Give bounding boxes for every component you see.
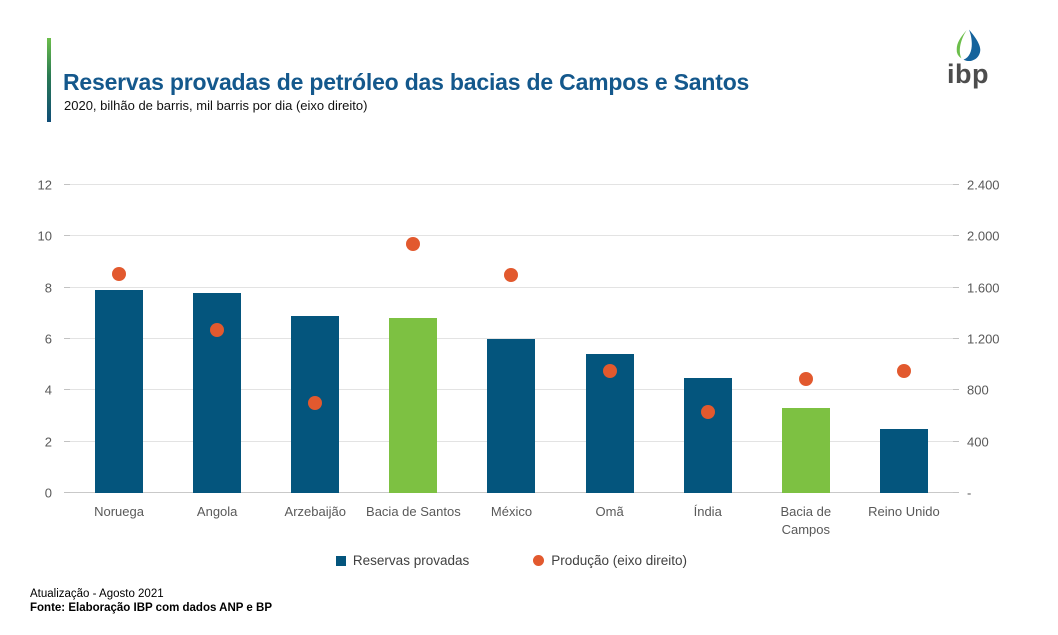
legend-circle-marker: [533, 555, 545, 566]
y-axis-tick-label-right: 2.400: [967, 177, 1000, 193]
production-dot: [308, 396, 323, 411]
x-axis-labels: Noruega Angola Arzebaijão Bacia de Santos Mé…: [70, 503, 953, 543]
category-slot: [364, 185, 462, 493]
production-dot: [210, 323, 225, 338]
legend-item-producao: Produção (eixo direito): [533, 553, 687, 568]
chart-title: Reservas provadas de petróleo das bacias…: [63, 69, 750, 96]
reserves-bar: [487, 339, 536, 493]
production-dot: [896, 364, 911, 379]
category-slot: [70, 185, 168, 493]
y-axis-tick-label-left: 6: [44, 331, 52, 347]
production-dot: [602, 364, 617, 379]
axis-tick-right: [953, 389, 959, 391]
x-axis-category-label: México: [490, 504, 533, 519]
y-axis-tick-label-right: 800: [967, 382, 989, 398]
y-axis-tick-label-left: 0: [44, 485, 52, 501]
y-axis-tick-label-right: -: [967, 485, 972, 501]
axis-tick-left: [64, 286, 70, 288]
axis-tick-left: [64, 184, 70, 185]
legend-square-marker: [335, 555, 346, 566]
reserves-bar: [879, 428, 928, 493]
legend-item-reservas: Reservas provadas: [335, 553, 470, 568]
reserves-bar: [389, 318, 438, 493]
x-axis-category-label: Arzebaijão: [284, 504, 346, 519]
production-dot: [406, 237, 421, 252]
reserves-bar: [781, 408, 830, 493]
logo-text: ibp: [947, 59, 989, 89]
production-dot: [112, 266, 127, 281]
x-axis-category-label: Reino Unido: [868, 504, 940, 519]
legend-label: Produção (eixo direito): [551, 553, 688, 568]
axis-tick-right: [953, 440, 959, 442]
gridline: [70, 235, 953, 237]
axis-tick-left: [64, 440, 70, 442]
y-axis-tick-label-left: 4: [44, 382, 52, 398]
category-slot: [266, 185, 364, 493]
reserves-bar: [683, 377, 732, 493]
chart-subtitle: 2020, bilhão de barris, mil barris por d…: [64, 98, 368, 113]
category-slot: [462, 185, 560, 493]
y-axis-tick-label-left: 2: [44, 434, 52, 450]
axis-tick-right: [953, 338, 959, 339]
footer-update-line: Atualização - Agosto 2021: [30, 588, 164, 600]
water-drop-icon: [956, 29, 980, 62]
footer: Atualização - Agosto 2021 Fonte: Elabora…: [30, 587, 272, 616]
gridline: [70, 184, 953, 185]
gridline: [70, 338, 953, 339]
gridline: [70, 286, 953, 288]
axis-tick-left: [64, 492, 70, 493]
axis-tick-right: [953, 286, 959, 288]
y-axis-tick-label-right: 2.000: [967, 228, 1000, 244]
axis-tick-left: [64, 338, 70, 339]
y-axis-tick-label-right: 400: [967, 434, 989, 450]
axis-tick-left: [64, 389, 70, 391]
axis-tick-left: [64, 235, 70, 237]
x-axis-category-label: Angola: [196, 504, 238, 519]
footer-source-line: Fonte: Elaboração IBP com dados ANP e BP: [30, 602, 272, 615]
axis-tick-right: [953, 235, 959, 237]
y-axis-tick-label-left: 8: [44, 280, 52, 296]
plot-area: [64, 184, 959, 493]
production-dot: [798, 371, 813, 386]
y-axis-tick-label-left: 12: [37, 177, 52, 193]
production-dot: [700, 405, 715, 420]
axis-tick-right: [953, 184, 959, 185]
category-slot: [659, 185, 757, 493]
y-axis-tick-label-left: 10: [37, 228, 52, 244]
x-axis-category-label: Omã: [595, 504, 624, 519]
production-dot: [504, 267, 519, 282]
category-slot: [757, 185, 855, 493]
y-axis-right: 2.400 2.000 1.600 1.200 800 400 -: [963, 178, 1043, 501]
x-axis-category-label: Bacia de Santos: [366, 504, 461, 519]
axis-tick-right: [953, 492, 959, 493]
x-axis-category-label: Noruega: [94, 504, 144, 519]
reserves-bar: [95, 290, 144, 493]
x-axis-category-label: Índia: [693, 504, 722, 519]
x-axis-category-label: Bacia de Campos: [780, 504, 832, 537]
legend-label: Reservas provadas: [352, 553, 470, 568]
y-axis-tick-label-right: 1.600: [967, 280, 1000, 296]
y-axis-left: 12 10 8 6 4 2 0: [0, 178, 58, 501]
y-axis-tick-label-right: 1.200: [967, 331, 1000, 347]
title-accent-bar: [47, 38, 51, 122]
category-slot: [855, 185, 953, 493]
chart-legend: Reservas provadas Produção (eixo direito…: [70, 553, 953, 568]
category-slot: [561, 185, 659, 493]
ibp-logo: ibp: [936, 28, 1000, 89]
category-slot: [168, 185, 266, 493]
